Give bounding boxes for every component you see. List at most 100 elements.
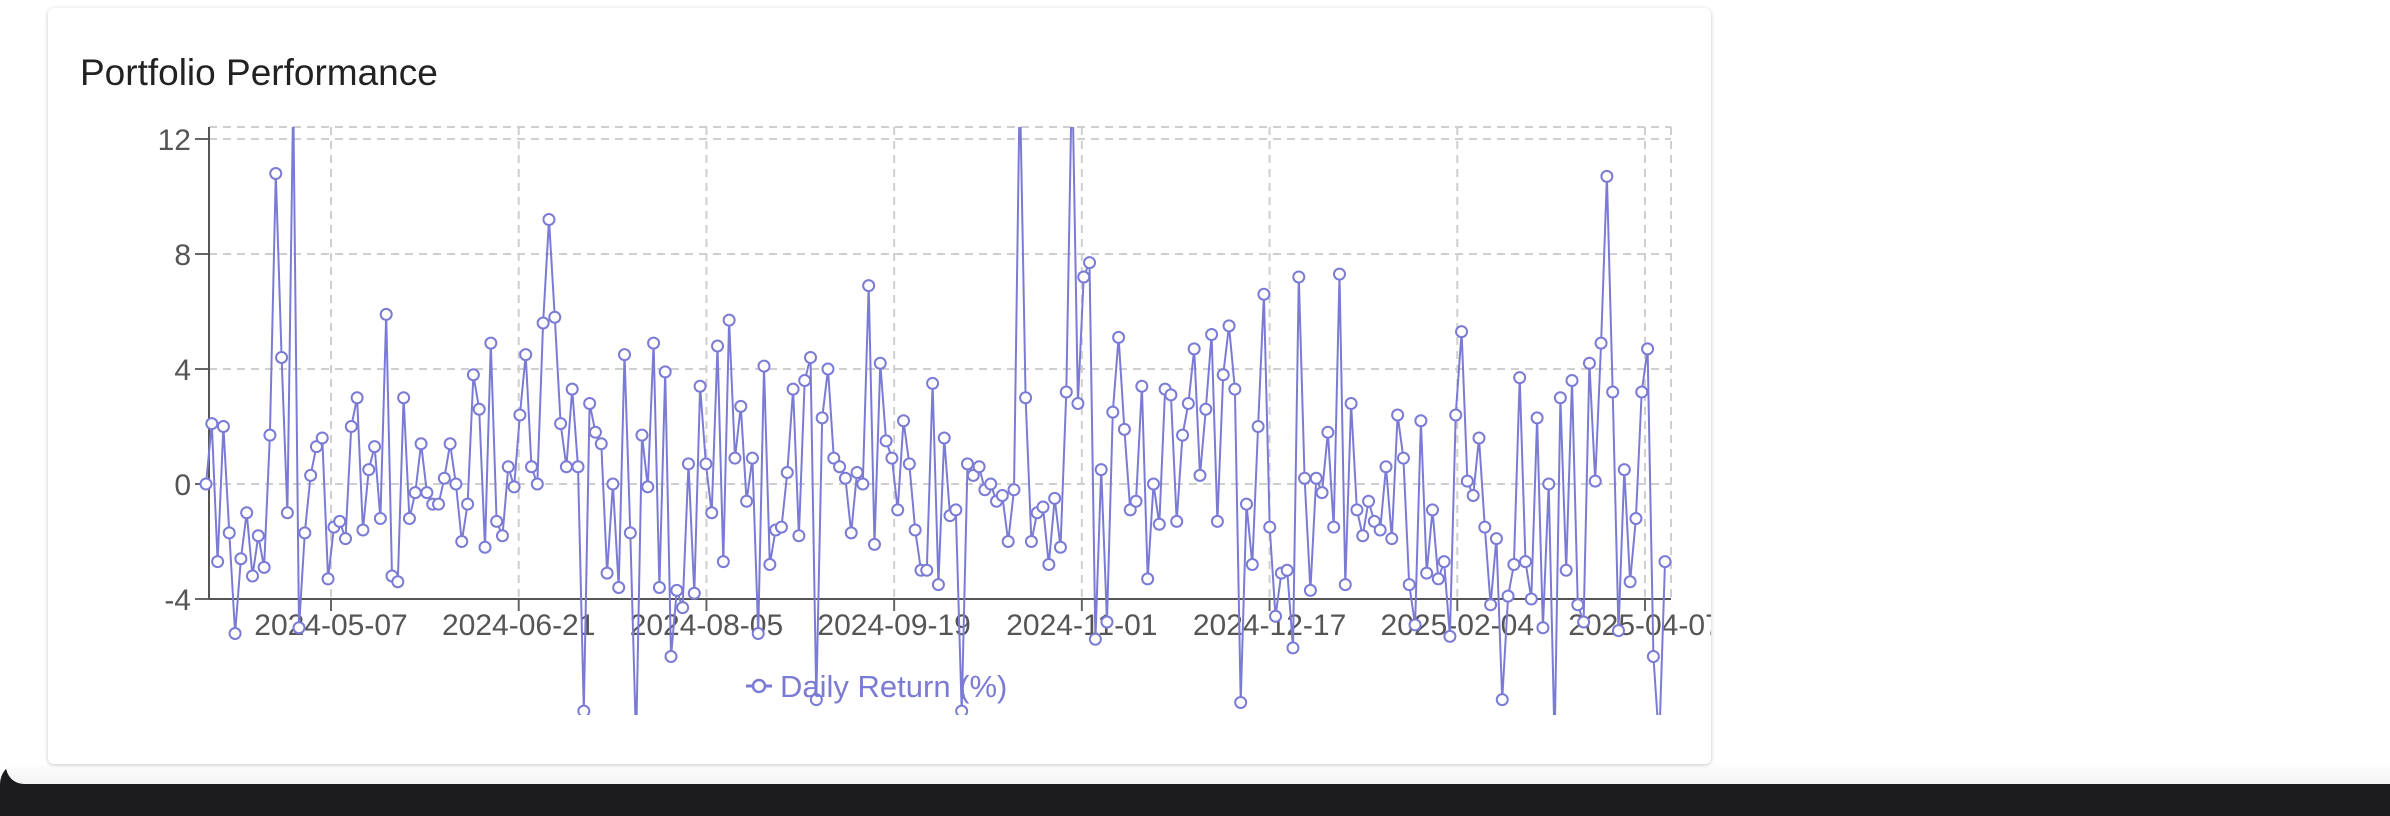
data-point — [716, 555, 730, 569]
data-point — [1303, 583, 1317, 597]
data-point — [641, 480, 655, 494]
data-point — [1362, 494, 1376, 508]
data-point — [1014, 76, 1025, 87]
data-point — [304, 468, 318, 482]
data-point — [1414, 414, 1428, 428]
data-point — [1298, 471, 1312, 485]
data-point — [1536, 621, 1550, 635]
x-tick-label: 2025-04-07 — [1568, 609, 1711, 642]
data-point — [443, 437, 457, 451]
data-point — [368, 440, 382, 454]
data-point — [1321, 425, 1335, 439]
data-point — [1141, 572, 1155, 586]
data-point — [583, 397, 597, 410]
data-point — [1460, 474, 1474, 488]
data-point — [379, 307, 393, 321]
data-point — [1053, 540, 1067, 554]
data-point — [1048, 491, 1062, 505]
data-point — [658, 365, 672, 379]
data-point — [437, 471, 451, 485]
data-point — [705, 506, 719, 520]
data-point — [1338, 578, 1352, 592]
data-point — [1559, 563, 1573, 577]
x-tick-label: 2024-06-21 — [442, 609, 595, 642]
data-point — [1606, 385, 1620, 399]
data-point — [972, 460, 986, 474]
data-point — [490, 514, 504, 528]
data-point — [995, 489, 1009, 502]
data-point — [1280, 563, 1294, 577]
data-point — [891, 503, 905, 517]
data-point — [478, 540, 492, 554]
data-point — [1373, 523, 1387, 537]
data-point — [774, 520, 788, 534]
data-point — [1449, 408, 1463, 422]
data-point — [1507, 558, 1521, 571]
x-tick-label: 2024-11-01 — [1006, 609, 1157, 642]
data-point — [745, 451, 759, 465]
data-point — [1549, 737, 1560, 748]
data-point — [1623, 575, 1637, 589]
data-point — [251, 529, 265, 543]
data-point — [1117, 422, 1131, 436]
data-point — [240, 506, 254, 520]
data-point — [1269, 609, 1283, 623]
data-point — [1088, 632, 1102, 646]
data-point — [321, 572, 335, 586]
data-point — [1641, 342, 1655, 356]
data-point — [501, 460, 515, 474]
data-point — [1067, 62, 1078, 73]
data-point — [827, 451, 841, 465]
data-point — [269, 167, 283, 180]
data-point — [984, 477, 998, 491]
legend-label: Daily Return (%) — [780, 669, 1007, 704]
data-point — [1286, 641, 1300, 655]
data-point — [461, 497, 475, 511]
x-tick-label: 2024-05-07 — [254, 609, 407, 642]
data-point — [1112, 330, 1126, 344]
data-point — [577, 704, 591, 715]
data-point — [1228, 382, 1242, 396]
data-point — [1542, 477, 1556, 491]
series-group — [199, 62, 1672, 748]
data-point — [897, 414, 911, 428]
data-point — [1582, 356, 1596, 370]
data-point — [1443, 629, 1457, 643]
data-point — [280, 506, 294, 520]
chart-title: Portfolio Performance — [80, 52, 438, 93]
data-point — [1600, 169, 1614, 183]
data-point — [292, 621, 306, 635]
data-point — [1170, 514, 1184, 528]
data-point — [414, 437, 428, 451]
data-point — [955, 704, 969, 715]
data-point — [1367, 514, 1381, 528]
data-point — [862, 279, 876, 293]
data-point — [1239, 497, 1253, 511]
data-point — [1518, 555, 1532, 569]
data-point — [449, 477, 463, 491]
data-point — [612, 581, 626, 594]
data-point — [1437, 555, 1451, 569]
data-point — [1129, 494, 1143, 508]
data-point — [1356, 529, 1370, 543]
data-point — [902, 457, 916, 471]
data-point — [1193, 468, 1207, 482]
data-point — [1408, 618, 1422, 632]
data-point — [1478, 520, 1492, 534]
data-point — [623, 526, 637, 540]
data-point — [1164, 388, 1178, 402]
data-point — [1263, 520, 1277, 534]
data-point — [763, 558, 777, 571]
data-point — [751, 627, 765, 640]
data-point — [734, 399, 748, 413]
data-point — [1396, 451, 1410, 465]
data-point — [966, 468, 980, 482]
data-point — [1135, 379, 1149, 393]
data-point — [309, 440, 323, 454]
data-point — [740, 494, 754, 508]
data-point — [1315, 486, 1329, 500]
data-point — [786, 382, 800, 396]
data-point — [1024, 535, 1038, 548]
data-point — [711, 339, 725, 353]
data-point — [263, 428, 277, 442]
